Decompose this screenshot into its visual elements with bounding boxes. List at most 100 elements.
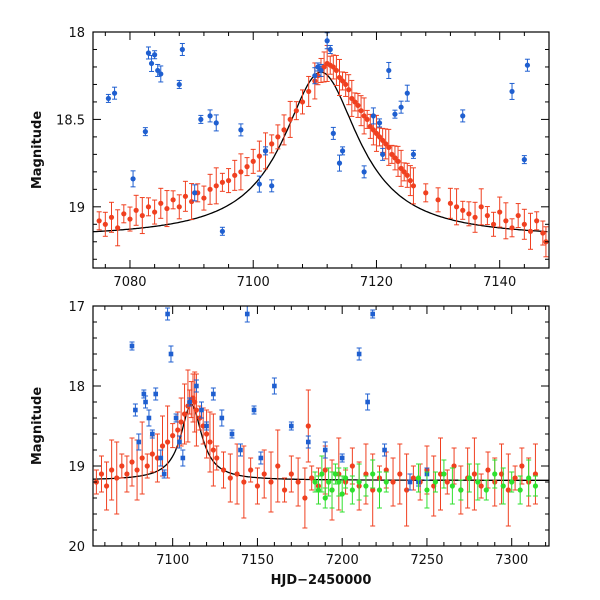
green-data-point xyxy=(500,483,506,489)
blue-data-point xyxy=(198,116,204,123)
blue-data-point xyxy=(272,383,277,389)
red-data-point xyxy=(170,197,176,203)
red-data-point xyxy=(358,108,364,114)
red-data-point xyxy=(295,479,301,485)
red-data-point xyxy=(232,172,238,178)
blue-data-point xyxy=(145,50,152,56)
red-data-point xyxy=(98,471,105,477)
red-data-point xyxy=(256,153,262,159)
green-data-point xyxy=(312,479,318,485)
blue-data-point xyxy=(211,391,216,397)
top-panel: 7080 7100 7120 7140 18 18.5 19 Magnitude xyxy=(30,26,550,290)
blue-series xyxy=(129,306,430,491)
red-data-point xyxy=(182,193,189,199)
blue-data-point xyxy=(269,183,275,189)
red-data-point xyxy=(102,221,108,227)
red-data-point xyxy=(497,209,503,215)
red-data-point xyxy=(361,113,367,119)
red-data-point xyxy=(527,228,534,234)
blue-data-point xyxy=(219,228,226,234)
red-data-point xyxy=(302,495,308,501)
red-data-point xyxy=(96,218,102,224)
red-data-point xyxy=(380,137,386,143)
blue-data-point xyxy=(386,67,392,74)
blue-data-point xyxy=(141,391,147,397)
x-tick-label: 7150 xyxy=(241,553,274,568)
red-data-point xyxy=(478,483,484,489)
red-data-point xyxy=(515,212,521,219)
red-data-point xyxy=(181,411,188,417)
red-data-point xyxy=(188,198,195,205)
red-data-point xyxy=(144,463,150,469)
red-data-point xyxy=(485,467,491,473)
red-data-point xyxy=(505,487,511,493)
blue-data-point xyxy=(238,447,243,453)
red-data-point xyxy=(306,88,312,95)
green-data-point xyxy=(383,479,389,485)
green-data-point xyxy=(526,475,532,481)
blue-data-point xyxy=(324,38,330,44)
blue-data-point xyxy=(176,81,182,88)
blue-data-point xyxy=(180,455,186,461)
x-tick-label: 7120 xyxy=(360,275,393,290)
red-data-point xyxy=(389,151,395,157)
plot-frame xyxy=(92,31,550,269)
red-data-point xyxy=(164,439,171,445)
red-data-point xyxy=(176,204,182,210)
red-data-point xyxy=(248,467,254,473)
green-series xyxy=(312,455,539,513)
red-data-point xyxy=(134,467,140,473)
red-data-point xyxy=(139,212,145,219)
red-data-point xyxy=(281,487,288,493)
blue-data-point xyxy=(192,190,198,196)
red-data-point xyxy=(503,218,509,224)
red-data-point xyxy=(451,463,457,469)
blue-data-point xyxy=(376,120,383,126)
green-data-point xyxy=(509,479,515,485)
red-data-point xyxy=(435,197,441,203)
blue-data-point xyxy=(524,62,531,68)
red-data-point xyxy=(333,67,340,74)
red-data-point xyxy=(339,78,346,84)
red-data-point xyxy=(509,225,515,231)
x-axis-title: HJD−2450000 xyxy=(271,573,372,588)
green-data-point xyxy=(466,475,472,481)
blue-data-point xyxy=(382,447,387,453)
blue-data-point xyxy=(194,383,199,389)
green-data-point xyxy=(363,483,369,489)
red-data-point xyxy=(108,214,115,220)
red-data-point xyxy=(395,158,401,164)
blue-data-point xyxy=(177,439,182,445)
blue-data-point xyxy=(327,46,333,53)
plot-area xyxy=(93,32,549,258)
blue-data-point xyxy=(158,455,164,461)
blue-data-point xyxy=(305,439,311,445)
red-series xyxy=(93,369,539,529)
red-data-point xyxy=(214,455,220,461)
blue-data-point xyxy=(130,176,136,182)
red-data-point xyxy=(149,451,155,457)
blue-data-point xyxy=(370,311,376,317)
green-data-point xyxy=(475,479,481,485)
y-axis-title: Magnitude xyxy=(30,387,45,466)
red-data-point xyxy=(367,123,373,129)
y-tick-label: 18 xyxy=(68,26,85,41)
y-tick-label: 19 xyxy=(68,201,85,216)
blue-data-point xyxy=(179,46,185,53)
red-data-point xyxy=(227,475,233,481)
blue-data-point xyxy=(336,160,343,166)
red-data-point xyxy=(238,169,244,175)
red-data-point xyxy=(269,141,275,147)
red-data-point xyxy=(410,475,416,481)
red-data-point xyxy=(152,209,158,215)
red-data-point xyxy=(220,467,227,473)
red-data-point xyxy=(386,144,392,150)
red-data-point xyxy=(401,169,407,175)
red-data-point xyxy=(210,447,216,453)
red-data-point xyxy=(346,87,352,93)
blue-data-point xyxy=(207,113,213,119)
red-data-point xyxy=(170,433,176,439)
blue-data-point xyxy=(133,407,138,413)
blue-data-point xyxy=(312,73,318,79)
red-data-point xyxy=(193,407,200,413)
